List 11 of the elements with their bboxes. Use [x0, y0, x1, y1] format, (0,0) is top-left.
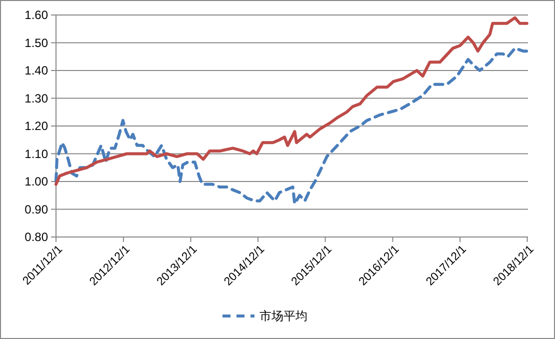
- y-tick-label: 1.50: [24, 36, 48, 50]
- legend-label: 市场平均: [260, 309, 308, 324]
- y-tick-label: 0.80: [24, 230, 48, 244]
- y-tick-label: 1.40: [24, 64, 48, 78]
- y-tick-label: 1.30: [24, 91, 48, 106]
- y-tick-label: 1.00: [24, 174, 48, 189]
- y-tick-label: 1.60: [24, 8, 48, 22]
- line-series: [54, 46, 528, 206]
- y-tick-label: 1.20: [24, 119, 48, 134]
- y-tick-label: 0.90: [24, 202, 48, 216]
- y-tick-label: 1.10: [24, 146, 48, 161]
